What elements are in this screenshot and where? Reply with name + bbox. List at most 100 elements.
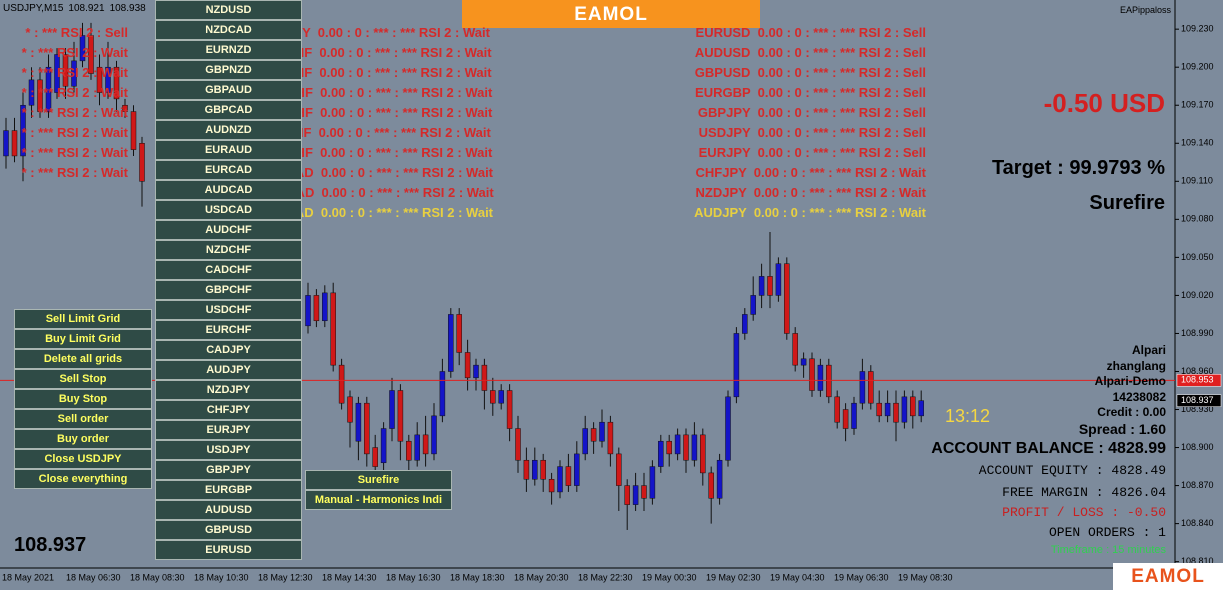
- symbol-button[interactable]: GBPNZD: [155, 60, 302, 80]
- symbol-button[interactable]: EURJPY: [155, 420, 302, 440]
- symbol-button[interactable]: GBPCAD: [155, 100, 302, 120]
- symbol-button[interactable]: EURCHF: [155, 320, 302, 340]
- symbol-button[interactable]: AUDUSD: [155, 500, 302, 520]
- price-tick-label: 108.900: [1181, 442, 1214, 452]
- time-label: 18 May 2021: [2, 572, 54, 582]
- price-tag-label: 108.953: [1181, 375, 1214, 385]
- price-tick-label: 109.110: [1181, 176, 1213, 186]
- candle-body: [338, 364, 345, 404]
- symbol-button[interactable]: GBPJPY: [155, 460, 302, 480]
- trade-button[interactable]: Sell Limit Grid: [14, 309, 152, 329]
- candle-body: [641, 485, 647, 499]
- price-tick-label: 109.200: [1181, 62, 1214, 72]
- broker-info: zhanglang: [1106, 358, 1166, 373]
- candle-body: [139, 143, 145, 182]
- candle-body: [918, 400, 924, 417]
- trade-button[interactable]: Buy Stop: [14, 389, 152, 409]
- price-tick-label: 108.840: [1181, 518, 1214, 528]
- candle-body: [380, 428, 387, 464]
- signal-row: CHFJPY 0.00 : 0 : *** : *** RSI 2 : Wait: [695, 165, 926, 180]
- candle-body: [490, 390, 496, 404]
- symbol-button[interactable]: EURGBP: [155, 480, 302, 500]
- trade-button[interactable]: Close everything: [14, 469, 152, 489]
- timer: 13:12: [945, 406, 991, 426]
- signal-row: USDJPY 0.00 : 0 : *** : *** RSI 2 : Sell: [698, 125, 926, 140]
- candle-body: [910, 396, 916, 417]
- symbol-button[interactable]: AUDJPY: [155, 360, 302, 380]
- symbol-button[interactable]: GBPCHF: [155, 280, 302, 300]
- signal-row: * : *** RSI 2 : Wait: [21, 105, 128, 120]
- symbol-button[interactable]: USDCHF: [155, 300, 302, 320]
- time-label: 19 May 04:30: [770, 572, 825, 582]
- trade-button[interactable]: Sell order: [14, 409, 152, 429]
- candle-body: [113, 66, 120, 100]
- candle-body: [884, 402, 891, 417]
- symbol-button[interactable]: EURCAD: [155, 160, 302, 180]
- trade-button[interactable]: Delete all grids: [14, 349, 152, 369]
- profit-loss: PROFIT / LOSS : -0.50: [1002, 505, 1166, 520]
- price-tick-label: 109.020: [1181, 290, 1214, 300]
- symbol-button[interactable]: EURAUD: [155, 140, 302, 160]
- candle-body: [792, 333, 798, 366]
- time-label: 18 May 18:30: [450, 572, 505, 582]
- symbol-button[interactable]: CHFJPY: [155, 400, 302, 420]
- candle-body: [364, 402, 370, 455]
- price-tag-label: 108.937: [1181, 395, 1214, 405]
- candle-body: [322, 292, 328, 322]
- candle-body: [733, 333, 740, 398]
- mode-button[interactable]: Surefire: [305, 470, 452, 490]
- symbol-button[interactable]: NZDCHF: [155, 240, 302, 260]
- time-label: 18 May 12:30: [258, 572, 313, 582]
- signal-row: NZDJPY 0.00 : 0 : *** : *** RSI 2 : Wait: [695, 185, 926, 200]
- last-price: 108.937: [14, 534, 87, 556]
- broker-info: Alpari: [1131, 343, 1166, 357]
- symbol-button[interactable]: EURNZD: [155, 40, 302, 60]
- symbol-button[interactable]: NZDJPY: [155, 380, 302, 400]
- symbol-button[interactable]: AUDCAD: [155, 180, 302, 200]
- candle-body: [313, 295, 320, 322]
- symbol-button[interactable]: GBPUSD: [155, 520, 302, 540]
- price-tick-label: 108.870: [1181, 480, 1214, 490]
- balance: ACCOUNT BALANCE : 4828.99: [931, 440, 1166, 457]
- symbol-button[interactable]: USDCAD: [155, 200, 302, 220]
- symbol-button[interactable]: USDJPY: [155, 440, 302, 460]
- time-label: 18 May 10:30: [194, 572, 249, 582]
- symbol-button[interactable]: AUDCHF: [155, 220, 302, 240]
- symbol-button[interactable]: AUDNZD: [155, 120, 302, 140]
- candle-body: [708, 472, 714, 499]
- signal-row: * : *** RSI 2 : Wait: [21, 85, 128, 100]
- candle-body: [96, 66, 103, 93]
- symbol-button[interactable]: GBPAUD: [155, 80, 302, 100]
- symbol-button[interactable]: EURUSD: [155, 540, 302, 560]
- target: Target : 99.9793 %: [991, 157, 1165, 179]
- candle-body: [28, 79, 35, 106]
- candle-body: [716, 459, 723, 499]
- symbol-button[interactable]: NZDUSD: [155, 0, 302, 20]
- mode-button[interactable]: Manual - Harmonics Indi: [305, 490, 452, 510]
- candle-body: [742, 314, 748, 334]
- time-label: 18 May 14:30: [322, 572, 377, 582]
- free-margin: FREE MARGIN : 4826.04: [1002, 485, 1166, 500]
- ea-name: EAPippaloss: [1119, 5, 1171, 15]
- signal-row: EURGBP 0.00 : 0 : *** : *** RSI 2 : Sell: [695, 85, 926, 100]
- trade-button[interactable]: Close USDJPY: [14, 449, 152, 469]
- candle-body: [817, 364, 824, 391]
- symbol-button[interactable]: NZDCAD: [155, 20, 302, 40]
- candle-body: [540, 459, 546, 480]
- time-label: 18 May 20:30: [514, 572, 569, 582]
- signal-row: * : *** RSI 2 : Wait: [21, 165, 128, 180]
- candle-body: [750, 295, 756, 315]
- price-tick-label: 108.810: [1181, 556, 1214, 566]
- candle-body: [389, 390, 395, 429]
- candle-body: [498, 390, 504, 404]
- broker-info: Credit : 0.00: [1097, 405, 1166, 419]
- candle-body: [431, 415, 437, 455]
- trade-button[interactable]: Buy Limit Grid: [14, 329, 152, 349]
- symbol-button[interactable]: CADJPY: [155, 340, 302, 360]
- symbol-button[interactable]: CADCHF: [155, 260, 302, 280]
- trade-button[interactable]: Sell Stop: [14, 369, 152, 389]
- trade-button[interactable]: Buy order: [14, 429, 152, 449]
- broker-info: 14238082: [1112, 389, 1166, 404]
